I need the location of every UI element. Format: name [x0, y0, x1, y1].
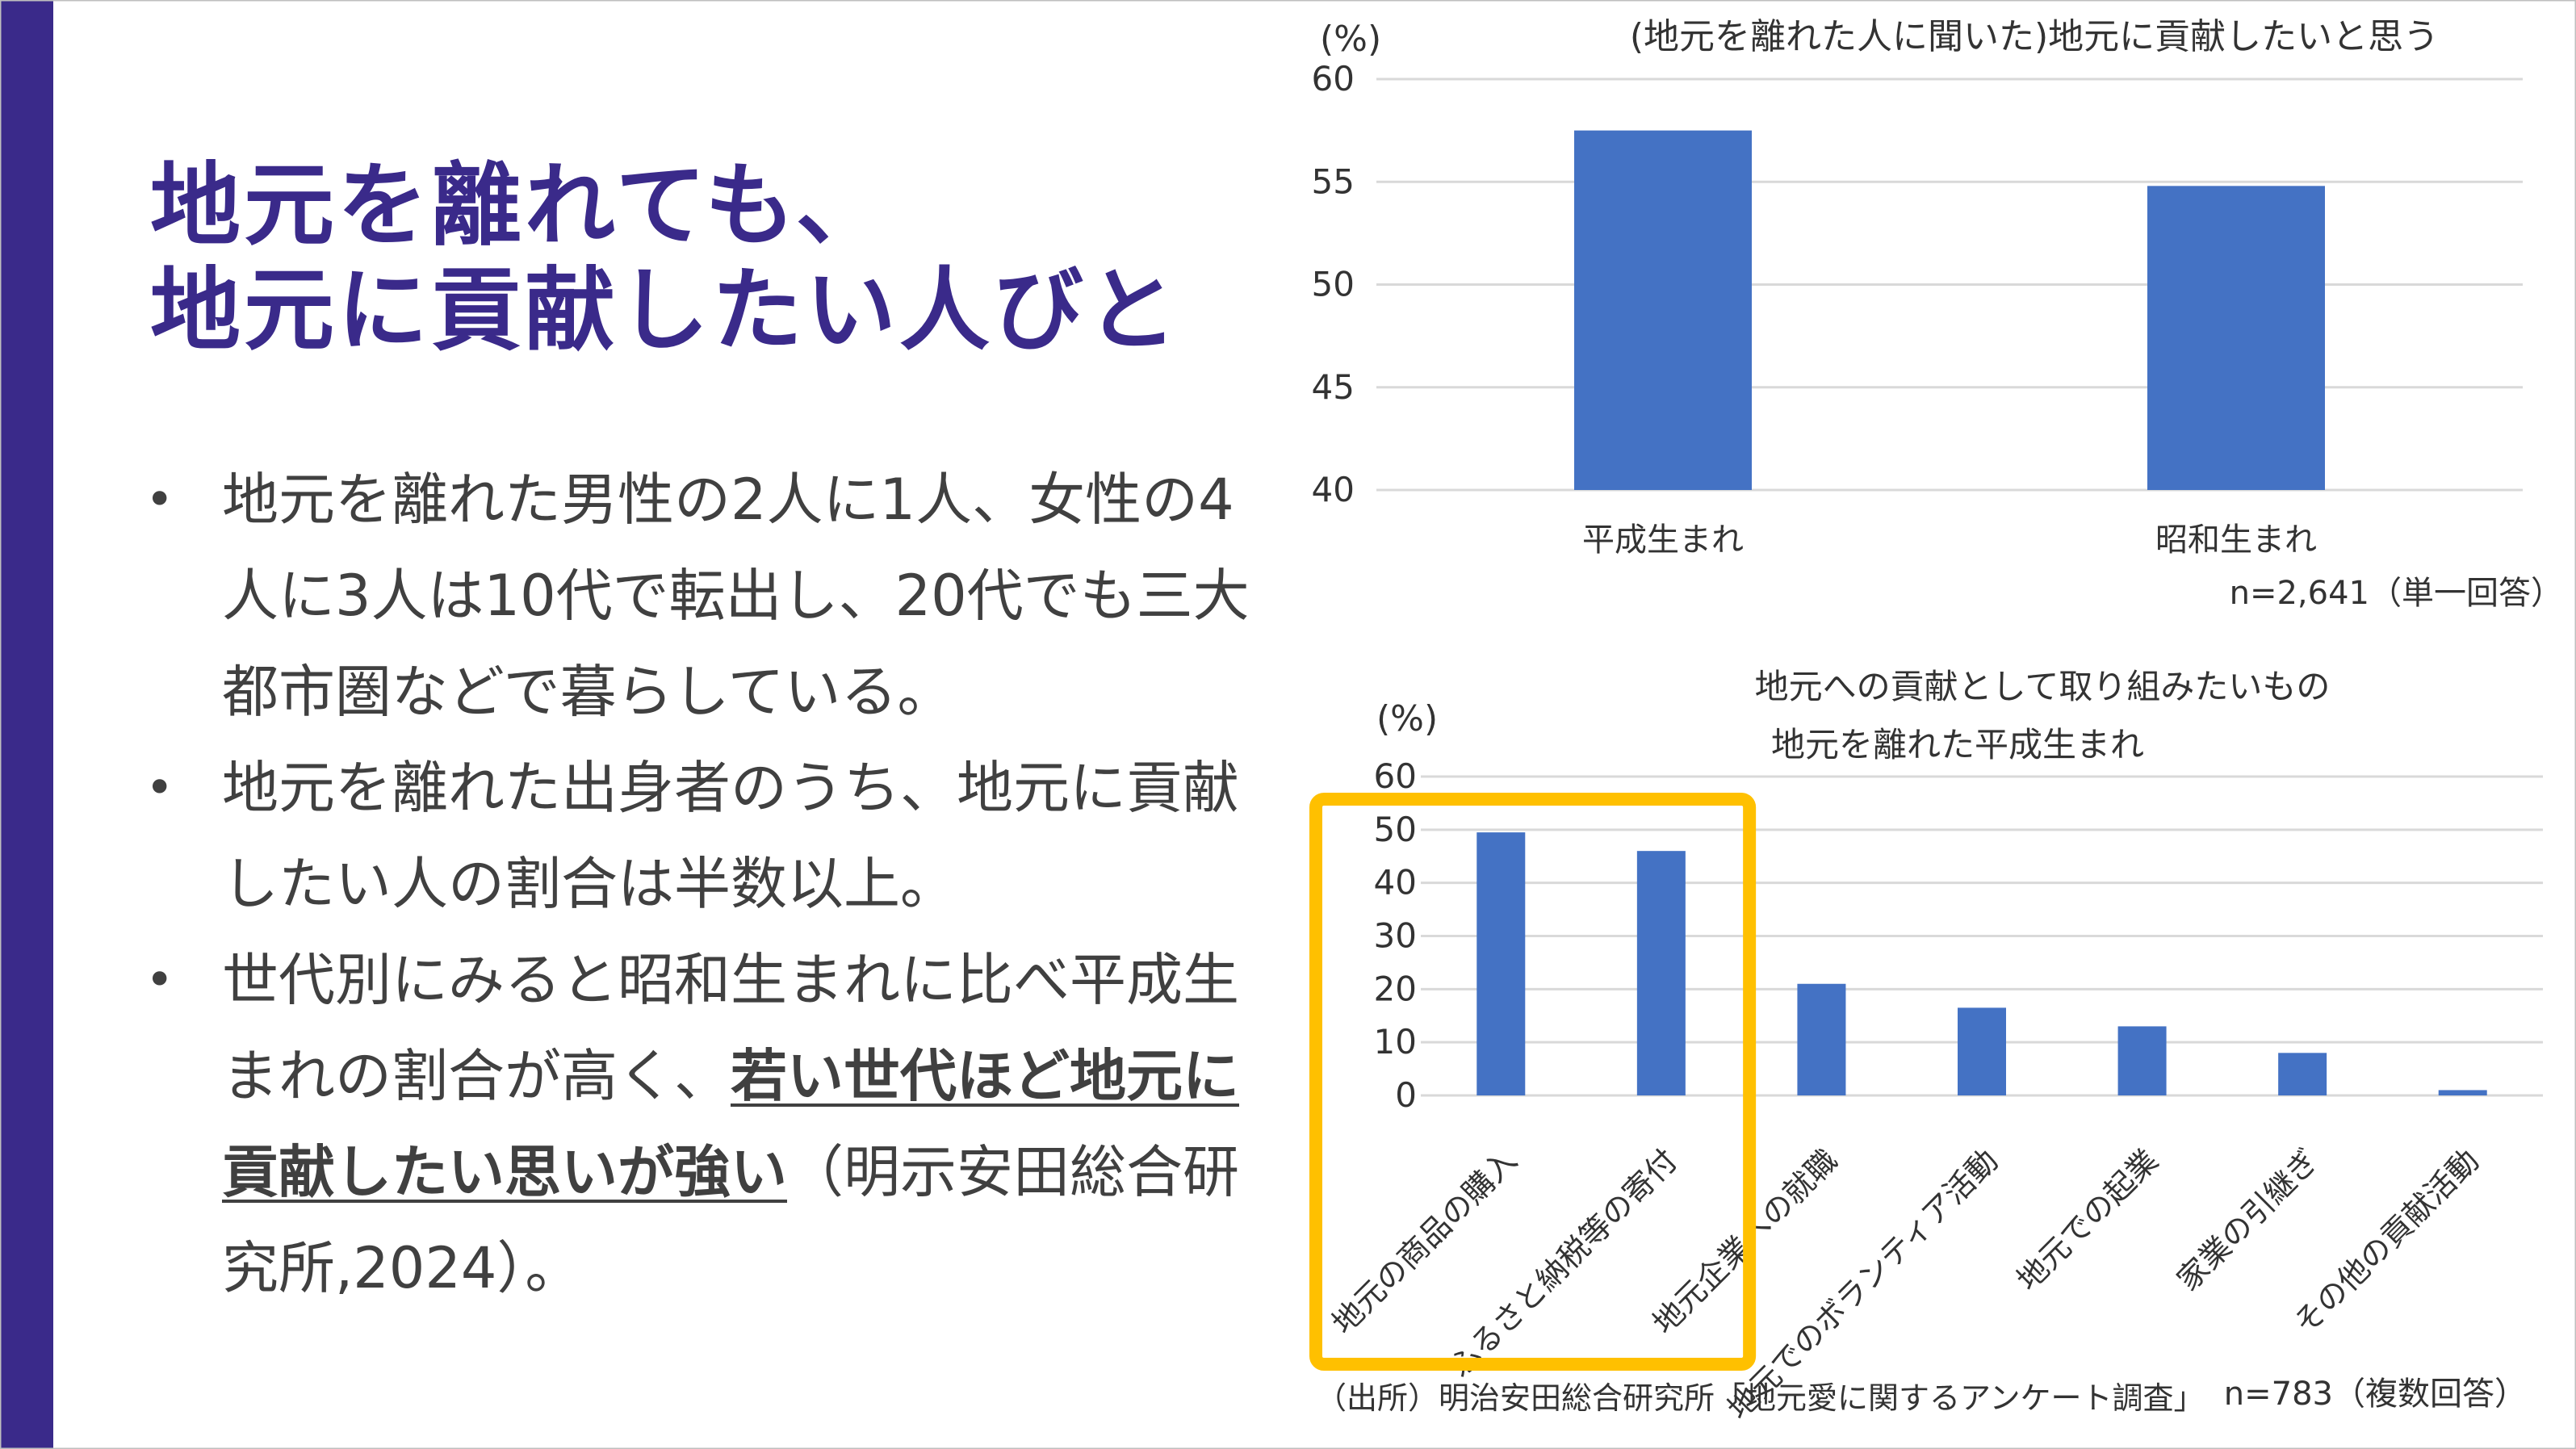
- category-label: 昭和生まれ: [2155, 521, 2317, 559]
- source-note: （出所）明治安田総合研究所「地元愛に関するアンケート調査」: [1316, 1380, 2204, 1416]
- y-tick-label: 30: [1374, 916, 1417, 956]
- y-tick-label: 50: [1312, 265, 1355, 304]
- y-tick-label: 60: [1374, 756, 1417, 796]
- category-label: 平成生まれ: [1582, 521, 1744, 559]
- chart-2: 地元への貢献として取り組みたいもの 地元を離れた平成生まれ (%) 60 50 40…: [1309, 667, 2543, 1426]
- slide-title-line-2: 地元に貢献したい人びと: [150, 258, 1180, 363]
- chart-2-ylabel: (%): [1376, 698, 1438, 739]
- bullet-item-2: 地元を離れた出身者のうち、地元に貢献したい人の割合は半数以上。: [141, 740, 1271, 932]
- bar: [2278, 1053, 2327, 1095]
- y-tick-label: 40: [1374, 863, 1417, 902]
- chart-2-highlight-box: [1309, 793, 1757, 1371]
- y-tick-label: 55: [1312, 161, 1355, 201]
- bullet-list: 地元を離れた男性の2人に1人、女性の4人に3人は10代で転出し、20代でも三大都…: [141, 452, 1271, 1317]
- bar: [1476, 832, 1526, 1095]
- category-label: 家業の引継ぎ: [2170, 1142, 2325, 1297]
- chart-2-bars: [1476, 832, 2487, 1095]
- bullet-item-1: 地元を離れた男性の2人に1人、女性の4人に3人は10代で転出し、20代でも三大都…: [141, 452, 1271, 740]
- y-tick-label: 10: [1374, 1022, 1417, 1062]
- side-accent-bar: [0, 0, 53, 1449]
- y-tick-label: 40: [1312, 470, 1355, 509]
- bullet-text-3-post: （明示安田総合研究所,2024）。: [222, 1139, 1239, 1301]
- chart-1-title: (地元を離れた人に聞いた)地元に貢献したいと思う: [1630, 16, 2439, 57]
- bar: [1636, 851, 1686, 1095]
- chart-1-axis: 60 55 50 45 40: [1312, 59, 2523, 509]
- bar: [2147, 186, 2325, 490]
- chart-1: (地元を離れた人に聞いた)地元に貢献したいと思う (%) 6055504540 …: [1312, 16, 2563, 612]
- chart-2-subtitle: 地元を離れた平成生まれ: [1771, 725, 2144, 764]
- chart-1-category-labels: 平成生まれ 昭和生まれ: [1582, 521, 2317, 559]
- chart-2-note: n=783（複数回答）: [2224, 1376, 2527, 1413]
- bar: [2117, 1026, 2167, 1095]
- bar: [1574, 130, 1752, 490]
- bar: [1958, 1007, 2006, 1095]
- chart-2-title: 地元への貢献として取り組みたいもの: [1755, 667, 2331, 706]
- bar: [2438, 1090, 2487, 1095]
- chart-1-ylabel: (%): [1320, 19, 1381, 60]
- y-tick-label: 50: [1374, 810, 1417, 849]
- y-tick-label: 0: [1395, 1075, 1417, 1115]
- bullet-text-2: 地元を離れた出身者のうち、地元に貢献したい人の割合は半数以上。: [222, 755, 1239, 917]
- bullet-text-3-pre: 世代別にみると昭和生まれに比べ平成生まれの割合が高く、: [222, 947, 1239, 1109]
- slide-title-line-1: 地元を離れても、: [150, 153, 890, 258]
- bullet-text-1: 地元を離れた男性の2人に1人、女性の4人に3人は10代で転出し、20代でも三大都…: [222, 467, 1250, 725]
- y-tick-label: 20: [1374, 969, 1417, 1008]
- category-label: 地元での起業: [2010, 1142, 2165, 1297]
- bar: [1797, 983, 1846, 1095]
- slide-title: 地元を離れても、 地元に貢献したい人びと: [150, 153, 1180, 363]
- chart-1-note: n=2,641（単一回答）: [2230, 575, 2563, 612]
- y-tick-label: 45: [1312, 367, 1355, 407]
- chart-1-bars: [1574, 130, 2325, 490]
- bullet-item-3: 世代別にみると昭和生まれに比べ平成生まれの割合が高く、若い世代ほど地元に貢献した…: [141, 932, 1271, 1317]
- bullet-text-3-emphasis: 若い世代ほど地元に貢献したい思いが強い: [222, 1043, 1239, 1205]
- y-tick-label: 60: [1312, 59, 1355, 98]
